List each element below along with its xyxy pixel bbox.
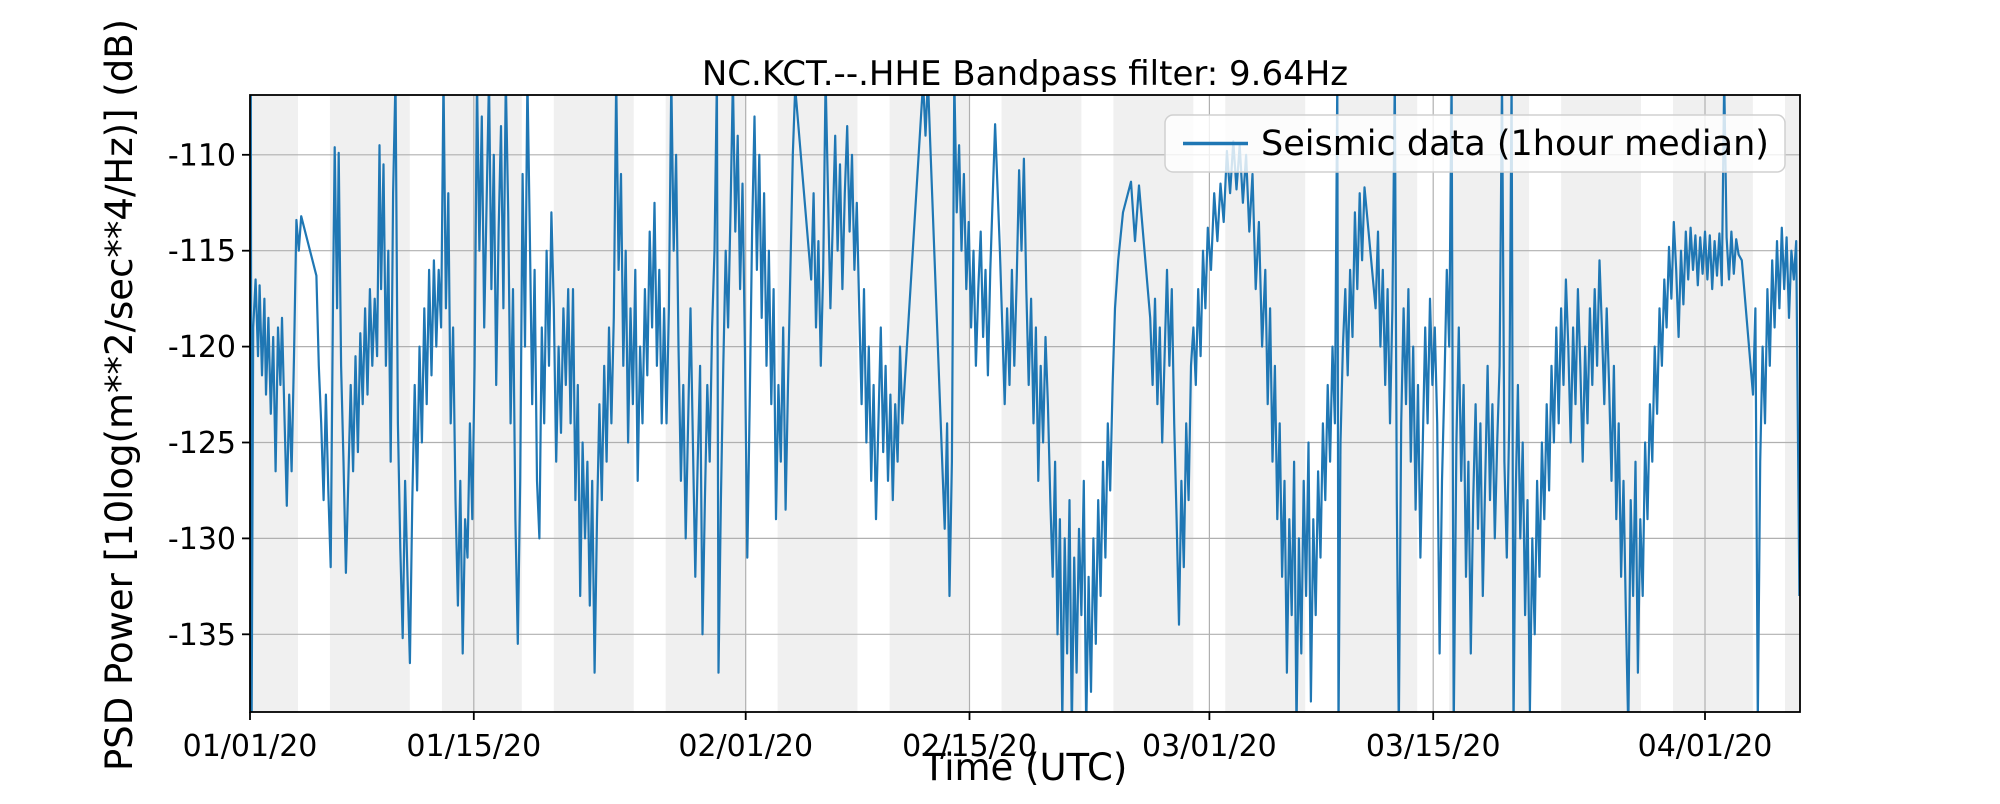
legend: Seismic data (1hour median) (1164, 114, 1786, 173)
x-tick-label: 03/15/20 (1366, 729, 1501, 764)
x-tick-label: 01/15/20 (406, 729, 541, 764)
x-tick-label: 02/01/20 (678, 729, 813, 764)
x-tick-label: 02/15/20 (902, 729, 1037, 764)
legend-label: Seismic data (1hour median) (1261, 124, 1769, 164)
weekday-shading-band (1673, 95, 1753, 712)
x-tick-label: 03/01/20 (1142, 729, 1277, 764)
tick-layer: 01/01/20 01/15/20 02/01/20 02/15/20 03/01/20… (168, 138, 1772, 764)
y-tick-label: -120 (168, 330, 236, 365)
seismic-data-line (250, 95, 1800, 712)
weekday-shading-band (1113, 95, 1194, 712)
legend-box (1164, 114, 1786, 173)
x-tick-label: 04/01/20 (1638, 729, 1773, 764)
x-tick-label: 01/01/20 (183, 729, 318, 764)
plot-border (249, 94, 1801, 713)
y-tick-label: -135 (168, 618, 236, 653)
weekday-shading-band (1337, 95, 1418, 712)
y-tick-label: -110 (168, 138, 236, 173)
y-tick-label: -125 (168, 426, 236, 461)
chart-title: NC.KCT.--.HHE Bandpass filter: 9.64Hz (702, 54, 1348, 94)
y-tick-label: -130 (168, 522, 236, 557)
y-tick-label: -115 (168, 234, 236, 269)
y-axis-label: PSD Power [10log(m**2/sec**4/Hz)] (dB) (98, 19, 141, 771)
series-layer (250, 95, 1800, 712)
x-axis-label: Time (UTC) (922, 746, 1128, 789)
